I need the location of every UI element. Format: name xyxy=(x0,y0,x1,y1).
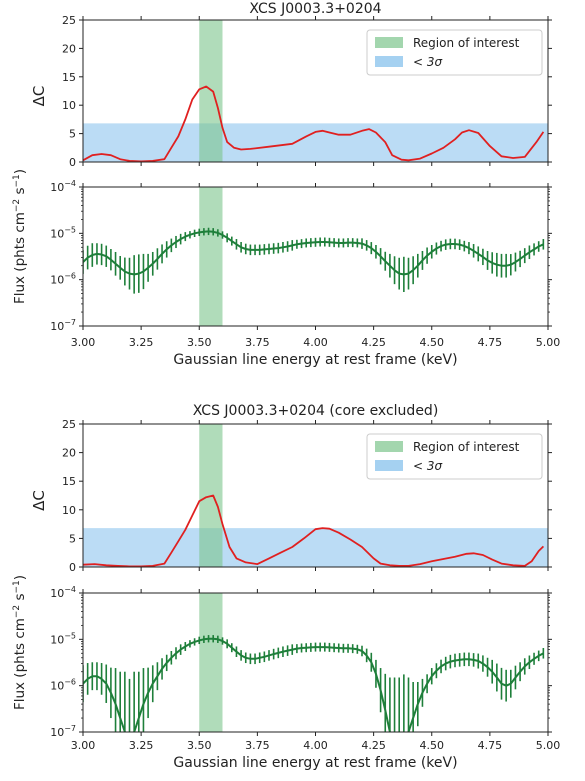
flux-ylabel: Flux (phts cm−2 s−1) xyxy=(12,169,28,304)
chart-panel-1: 0 5 10 15 20 25 ΔC XCS J0003.3+0204 Region of in… xyxy=(12,1,560,368)
y-tick-label: 15 xyxy=(62,475,76,488)
x-tick-label: 4.00 xyxy=(303,739,328,752)
x-tick-label: 3.75 xyxy=(245,336,270,349)
legend-swatch-sigma xyxy=(375,460,403,471)
y-tick-label: 20 xyxy=(62,447,76,460)
x-axis-label: Gaussian line energy at rest frame (keV) xyxy=(173,352,457,368)
chart-title: XCS J0003.3+0204 xyxy=(249,1,381,17)
x-tick-label: 4.75 xyxy=(478,739,503,752)
x-tick-label: 5.00 xyxy=(536,336,561,349)
y-tick-exponent: −4 xyxy=(64,585,76,594)
flux-plot-area xyxy=(83,227,545,294)
y-tick-label: 25 xyxy=(62,418,76,431)
x-axis-label: Gaussian line energy at rest frame (keV) xyxy=(173,755,457,771)
delta-c-line xyxy=(82,85,545,163)
y-tick-label: 10−7 xyxy=(50,724,76,739)
y-tick-label: 10−6 xyxy=(50,678,76,693)
y-tick-label: 10−4 xyxy=(50,585,76,600)
flux-ylabel-part: −2 xyxy=(12,199,22,212)
flux-plot-area xyxy=(83,635,545,732)
x-tick-label: 3.00 xyxy=(71,336,96,349)
y-tick-label: 0 xyxy=(69,561,76,574)
x-tick-label: 3.75 xyxy=(245,739,270,752)
flux-line xyxy=(83,230,544,276)
y-tick-label: 0 xyxy=(69,156,76,169)
x-tick-label: 4.50 xyxy=(420,336,445,349)
y-tick-base: 10 xyxy=(50,320,64,333)
flux-ylabel-part: −2 xyxy=(12,605,22,618)
flux-ylabel-part: −1 xyxy=(12,174,22,187)
y-tick-base: 10 xyxy=(50,726,64,739)
flux-ylabel-part: −1 xyxy=(12,580,22,593)
y-tick-exponent: −4 xyxy=(64,179,76,188)
x-tick-label: 4.25 xyxy=(361,739,386,752)
y-tick-base: 10 xyxy=(50,181,64,194)
y-tick-base: 10 xyxy=(50,633,64,646)
legend-label-roi: Region of interest xyxy=(413,440,520,454)
legend-label-sigma: < 3σ xyxy=(413,459,443,473)
delta-c-ylabel: ΔC xyxy=(30,490,48,511)
y-tick-base: 10 xyxy=(50,680,64,693)
y-tick-label: 10−5 xyxy=(50,631,76,646)
delta-c-ylabel: ΔC xyxy=(30,86,48,107)
roi-band xyxy=(199,593,223,732)
legend-swatch-sigma xyxy=(375,56,403,67)
y-tick-exponent: −7 xyxy=(64,318,76,327)
flux-ylabel: Flux (phts cm−2 s−1) xyxy=(12,575,28,710)
flux-ylabel-part: ) xyxy=(12,575,28,580)
legend-swatch-roi xyxy=(375,441,403,452)
x-tick-label: 4.25 xyxy=(361,336,386,349)
delta-c-line xyxy=(82,494,545,568)
y-tick-base: 10 xyxy=(50,227,64,240)
legend-box xyxy=(366,29,543,76)
x-tick-label: 3.00 xyxy=(71,739,96,752)
y-tick-exponent: −5 xyxy=(64,225,76,234)
flux-ylabel-part: ) xyxy=(12,169,28,174)
x-tick-label: 3.25 xyxy=(129,336,154,349)
y-tick-label: 10−7 xyxy=(50,318,76,333)
y-tick-label: 15 xyxy=(62,71,76,84)
y-tick-label: 5 xyxy=(69,532,76,545)
x-tick-label: 3.50 xyxy=(187,336,212,349)
flux-ylabel-part: s xyxy=(12,594,28,605)
roi-band xyxy=(199,187,223,326)
x-tick-label: 4.50 xyxy=(420,739,445,752)
chart-panel-2: 0 5 10 15 20 25 ΔC XCS J0003.3+0204 (core exclu… xyxy=(12,403,560,771)
y-tick-exponent: −5 xyxy=(64,631,76,640)
flux-line xyxy=(83,637,544,732)
x-tick-label: 3.25 xyxy=(129,739,154,752)
y-tick-base: 10 xyxy=(50,587,64,600)
sigma-band xyxy=(83,123,548,162)
legend-label-roi: Region of interest xyxy=(413,36,520,50)
y-tick-exponent: −7 xyxy=(64,724,76,733)
chart-title: XCS J0003.3+0204 (core excluded) xyxy=(193,403,439,419)
y-tick-label: 10−6 xyxy=(50,272,76,287)
y-tick-label: 10−5 xyxy=(50,225,76,240)
y-tick-label: 10−4 xyxy=(50,179,76,194)
legend-box xyxy=(366,433,543,480)
x-tick-label: 3.50 xyxy=(187,739,212,752)
flux-ylabel-part: s xyxy=(12,188,28,199)
legend-swatch-roi xyxy=(375,37,403,48)
y-tick-exponent: −6 xyxy=(64,678,76,687)
y-tick-label: 25 xyxy=(62,14,76,27)
x-tick-label: 4.75 xyxy=(478,336,503,349)
x-tick-label: 4.00 xyxy=(303,336,328,349)
sigma-band xyxy=(83,528,548,567)
y-tick-label: 5 xyxy=(69,128,76,141)
flux-ylabel-part: Flux (phts cm xyxy=(12,618,28,710)
y-tick-label: 10 xyxy=(62,504,76,517)
y-tick-label: 10 xyxy=(62,99,76,112)
legend-label-sigma: < 3σ xyxy=(413,55,443,69)
flux-ylabel-part: Flux (phts cm xyxy=(12,212,28,304)
y-tick-label: 20 xyxy=(62,42,76,55)
y-tick-base: 10 xyxy=(50,274,64,287)
y-tick-exponent: −6 xyxy=(64,272,76,281)
x-tick-label: 5.00 xyxy=(536,739,561,752)
